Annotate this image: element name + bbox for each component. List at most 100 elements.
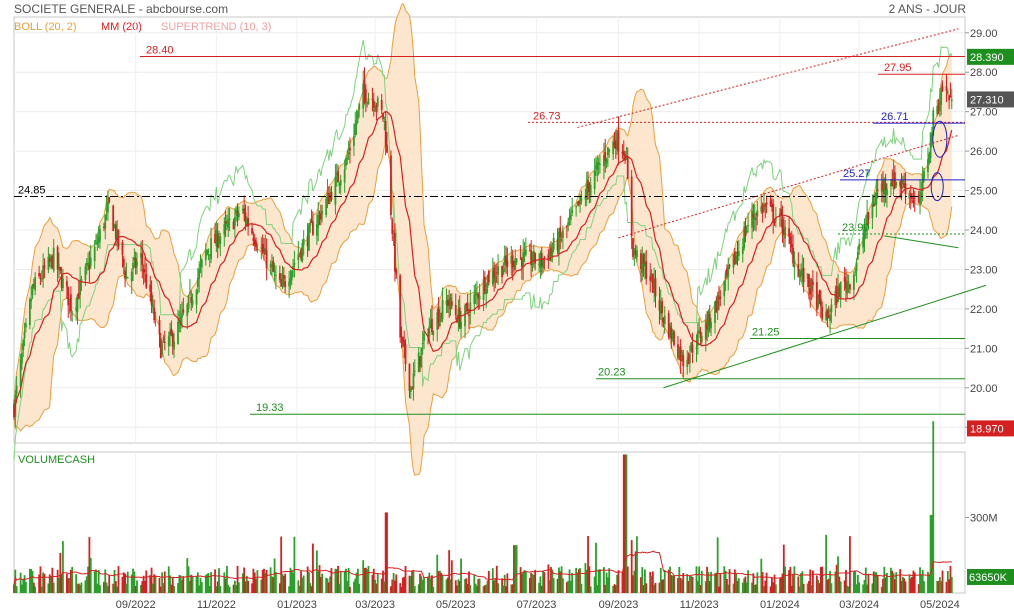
price-tick-label: 21.00 bbox=[970, 343, 998, 355]
candle-body bbox=[784, 226, 787, 239]
candle-body bbox=[534, 252, 537, 264]
candle-body bbox=[301, 243, 304, 261]
candle-body bbox=[727, 266, 730, 277]
price-tags: 28.390 27.310 18.970 bbox=[967, 48, 1014, 437]
candle-body bbox=[937, 105, 940, 111]
candle-body bbox=[31, 284, 34, 296]
candle-body bbox=[658, 300, 661, 311]
candle-body bbox=[417, 352, 420, 373]
candle-body bbox=[735, 255, 738, 265]
volume-bar bbox=[22, 579, 25, 593]
candle-body bbox=[150, 292, 153, 306]
candle-body bbox=[835, 286, 838, 304]
volume-bar bbox=[403, 576, 406, 593]
volume-bar bbox=[773, 574, 776, 593]
candle-body bbox=[845, 280, 847, 289]
candle-body bbox=[141, 253, 144, 265]
volume-bar bbox=[465, 578, 468, 593]
candle-body bbox=[883, 180, 886, 195]
volume-bar bbox=[770, 577, 773, 593]
volume-bar bbox=[394, 580, 396, 593]
candle-body bbox=[649, 276, 652, 281]
volume-bar bbox=[835, 564, 838, 593]
candle-body bbox=[815, 282, 818, 311]
level-label: 28.40 bbox=[146, 44, 174, 56]
volume-bar bbox=[920, 574, 923, 593]
candle-body bbox=[913, 197, 916, 199]
volume-bar bbox=[695, 566, 698, 593]
legend-bollinger[interactable]: BOLL (20, 2) bbox=[14, 21, 77, 33]
volume-bar bbox=[558, 567, 560, 593]
candle-body bbox=[874, 202, 876, 205]
date-tick-label: 11/2022 bbox=[197, 599, 236, 611]
candle-body bbox=[849, 284, 851, 290]
volume-bar bbox=[560, 566, 563, 593]
candle-body bbox=[371, 98, 374, 101]
volume-bar bbox=[681, 579, 683, 593]
volume-bar bbox=[825, 534, 828, 593]
price-tick-label: 29.00 bbox=[970, 28, 998, 40]
candle-body bbox=[60, 275, 63, 288]
volume-bar bbox=[645, 583, 648, 593]
level-label: 19.33 bbox=[256, 402, 284, 414]
candle-body bbox=[47, 256, 50, 270]
candle-body bbox=[59, 266, 62, 271]
volume-bar bbox=[306, 566, 309, 593]
volume-bar bbox=[753, 584, 756, 593]
candle-body bbox=[236, 210, 239, 217]
volume-bar bbox=[605, 572, 608, 593]
candle-body bbox=[588, 183, 591, 193]
volume-bar bbox=[538, 582, 541, 593]
candle-body bbox=[391, 219, 394, 234]
volume-bar bbox=[412, 570, 415, 593]
candle-body bbox=[585, 184, 588, 200]
candle-body bbox=[460, 321, 462, 329]
candle-body bbox=[431, 318, 433, 333]
volume-bar bbox=[241, 573, 244, 593]
volume-bar bbox=[134, 585, 137, 593]
candle-body bbox=[253, 239, 256, 245]
candle-body bbox=[687, 356, 690, 361]
volume-bar bbox=[13, 584, 15, 593]
volume-bar bbox=[218, 568, 220, 593]
price-tick-label: 28.00 bbox=[970, 67, 998, 79]
volume-bar bbox=[343, 570, 346, 593]
volume-bar bbox=[454, 580, 457, 593]
volume-bar bbox=[51, 567, 54, 593]
volume-bar bbox=[821, 566, 824, 593]
candle-body bbox=[502, 268, 505, 275]
candle-body bbox=[793, 259, 796, 268]
candle-body bbox=[773, 220, 776, 224]
volume-bar bbox=[862, 584, 865, 593]
volume-bar bbox=[214, 569, 216, 593]
candle-body bbox=[384, 120, 387, 146]
candle-body bbox=[949, 95, 952, 98]
volume-bar bbox=[613, 584, 616, 593]
candle-body bbox=[125, 276, 128, 279]
candle-body bbox=[244, 212, 247, 222]
candle-body bbox=[440, 313, 443, 315]
volume-bar bbox=[169, 575, 171, 593]
volume-bar bbox=[446, 577, 449, 593]
candle-body bbox=[482, 279, 485, 300]
volume-bar bbox=[921, 569, 924, 593]
legend-mm[interactable]: MM (20) bbox=[101, 21, 142, 33]
volume-bar bbox=[491, 568, 494, 593]
volume-bar bbox=[207, 572, 210, 593]
volume-bar bbox=[427, 576, 429, 593]
candle-body bbox=[265, 250, 268, 269]
volume-bar bbox=[337, 565, 339, 593]
volume-bar bbox=[383, 581, 386, 593]
volume-bar bbox=[714, 573, 716, 593]
volume-bar bbox=[632, 575, 634, 593]
level-label: 23.90 bbox=[842, 222, 870, 234]
candle-body bbox=[171, 333, 174, 347]
candle-body bbox=[765, 202, 768, 205]
volume-bar bbox=[769, 586, 772, 593]
candle-body bbox=[640, 253, 642, 269]
volume-bar bbox=[690, 576, 693, 593]
candle-body bbox=[514, 258, 517, 270]
candle-body bbox=[19, 358, 22, 389]
candle-body bbox=[751, 210, 753, 228]
